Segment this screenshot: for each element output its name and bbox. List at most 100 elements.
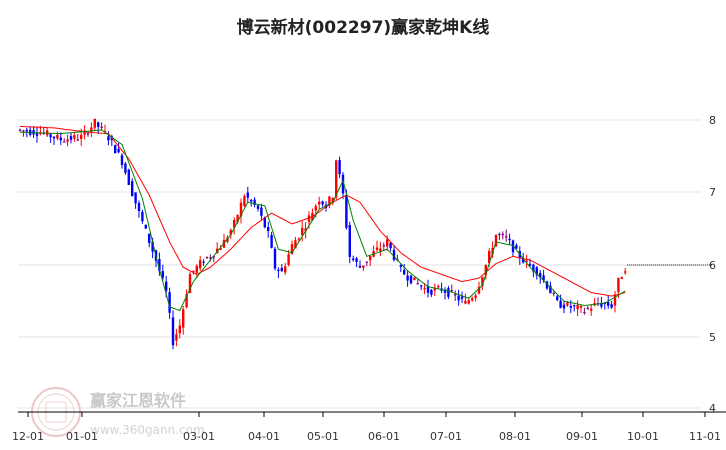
ma-long-line <box>19 125 626 297</box>
candle <box>178 319 181 339</box>
candle <box>18 128 22 132</box>
candle <box>607 295 610 309</box>
candle-body <box>49 134 52 138</box>
candle-body <box>392 249 396 260</box>
candle-body <box>229 229 232 235</box>
candle-body <box>314 206 317 211</box>
candle <box>460 291 464 304</box>
candle <box>69 132 73 144</box>
candle <box>59 132 62 145</box>
candle <box>501 231 504 240</box>
candle-body <box>420 285 423 287</box>
candle-body <box>250 199 253 202</box>
candle-body <box>498 233 501 236</box>
candle-body <box>192 270 195 272</box>
candle <box>610 301 613 309</box>
candle <box>573 304 576 312</box>
candle <box>440 282 443 294</box>
candle-body <box>474 295 477 299</box>
candle <box>222 233 226 248</box>
candle-body <box>624 271 627 273</box>
candle-body <box>494 234 498 247</box>
candle <box>362 265 365 272</box>
candle <box>233 217 236 235</box>
candle <box>158 252 161 276</box>
candle-body <box>501 233 504 236</box>
grid-lines <box>18 119 700 409</box>
candle-body <box>352 258 355 261</box>
candle-body <box>590 308 593 311</box>
candle-body <box>403 270 406 275</box>
y-axis: 4 5 6 7 8 <box>709 114 716 415</box>
x-tick-label: 06-01 <box>368 430 400 443</box>
candle <box>450 284 453 293</box>
candle <box>124 161 127 175</box>
candle-body <box>535 267 538 276</box>
candle-body <box>379 248 382 252</box>
candle-body <box>525 260 528 263</box>
candle <box>144 224 147 230</box>
candle <box>280 264 283 272</box>
candle <box>63 138 66 143</box>
candle-body <box>219 247 222 250</box>
candle-body <box>569 305 572 308</box>
candle-body <box>127 169 130 186</box>
y-tick-label: 4 <box>709 402 716 415</box>
candle <box>481 276 484 291</box>
candle-body <box>226 237 229 242</box>
candle <box>202 259 205 266</box>
candle-body <box>586 308 589 310</box>
candle <box>624 267 627 275</box>
candle-body <box>467 300 470 304</box>
x-tick-label: 07-01 <box>430 430 462 443</box>
candle <box>403 263 406 276</box>
candle-body <box>318 201 321 205</box>
candle-body <box>90 127 93 132</box>
candle <box>464 293 467 305</box>
candle <box>117 142 120 154</box>
candle <box>175 328 178 347</box>
candle-body <box>56 134 59 139</box>
candle <box>545 280 549 290</box>
candle-body <box>362 265 365 268</box>
candle-body <box>178 325 181 334</box>
candle-body <box>562 304 566 309</box>
candle <box>426 279 430 298</box>
candle <box>66 134 69 147</box>
candle <box>515 243 518 249</box>
candle-body <box>52 136 56 139</box>
candle <box>22 129 25 137</box>
candle <box>49 133 52 143</box>
candle-body <box>433 287 436 291</box>
candle <box>437 284 440 289</box>
candle <box>134 192 137 209</box>
candle-body <box>331 198 334 203</box>
candle <box>447 285 450 300</box>
candle <box>253 197 256 208</box>
candle-body <box>423 288 426 290</box>
candle-body <box>559 300 562 308</box>
candle-body <box>59 137 62 141</box>
candle-body <box>416 283 419 285</box>
candle <box>93 118 96 131</box>
candle <box>358 260 362 269</box>
x-tick-label: 04-01 <box>248 430 280 443</box>
candle-body <box>549 285 552 294</box>
candle <box>52 136 56 145</box>
candle <box>97 121 100 135</box>
candle-body <box>566 302 569 306</box>
candle <box>369 255 372 266</box>
candle-body <box>460 296 464 299</box>
candle-body <box>610 304 613 308</box>
candle <box>535 265 538 280</box>
candle-body <box>477 286 481 294</box>
candle <box>348 221 351 264</box>
candle-body <box>188 274 192 294</box>
candle <box>454 290 457 302</box>
candle <box>372 245 375 258</box>
candle <box>328 195 331 209</box>
x-tick-label: 03-01 <box>183 430 215 443</box>
candle-body <box>253 199 256 205</box>
candle-body <box>290 244 294 254</box>
candle <box>277 267 280 279</box>
